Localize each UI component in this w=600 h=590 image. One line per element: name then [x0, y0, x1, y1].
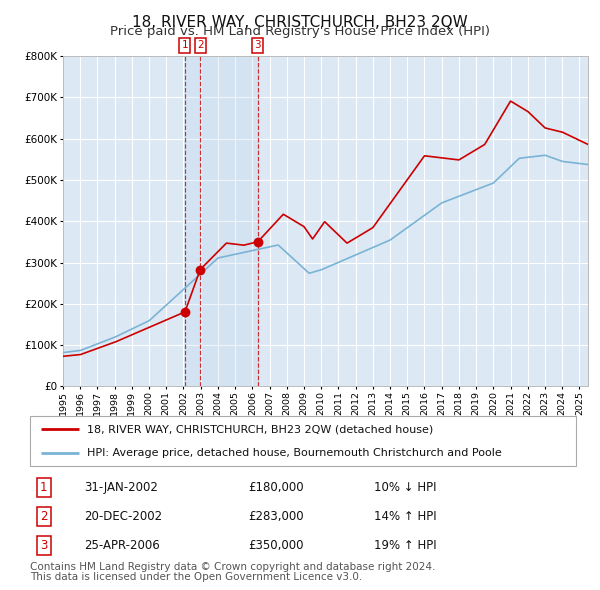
Text: 18, RIVER WAY, CHRISTCHURCH, BH23 2QW: 18, RIVER WAY, CHRISTCHURCH, BH23 2QW	[132, 15, 468, 30]
Text: 10% ↓ HPI: 10% ↓ HPI	[374, 481, 436, 494]
Text: 3: 3	[40, 539, 47, 552]
Text: Price paid vs. HM Land Registry's House Price Index (HPI): Price paid vs. HM Land Registry's House …	[110, 25, 490, 38]
Text: 19% ↑ HPI: 19% ↑ HPI	[374, 539, 437, 552]
Bar	[185, 56, 257, 386]
Text: 25-APR-2006: 25-APR-2006	[85, 539, 160, 552]
Point	[253, 237, 262, 247]
Text: £283,000: £283,000	[248, 510, 304, 523]
Text: 3: 3	[254, 41, 261, 51]
Text: Contains HM Land Registry data © Crown copyright and database right 2024.: Contains HM Land Registry data © Crown c…	[30, 562, 436, 572]
Text: 1: 1	[182, 41, 188, 51]
FancyBboxPatch shape	[30, 416, 576, 466]
Text: £180,000: £180,000	[248, 481, 304, 494]
Text: This data is licensed under the Open Government Licence v3.0.: This data is licensed under the Open Gov…	[30, 572, 362, 582]
Point	[180, 307, 190, 317]
Text: 14% ↑ HPI: 14% ↑ HPI	[374, 510, 437, 523]
Text: 31-JAN-2002: 31-JAN-2002	[85, 481, 158, 494]
Text: £350,000: £350,000	[248, 539, 304, 552]
Text: HPI: Average price, detached house, Bournemouth Christchurch and Poole: HPI: Average price, detached house, Bour…	[88, 448, 502, 458]
Text: 2: 2	[40, 510, 47, 523]
Text: 2: 2	[197, 41, 203, 51]
Text: 18, RIVER WAY, CHRISTCHURCH, BH23 2QW (detached house): 18, RIVER WAY, CHRISTCHURCH, BH23 2QW (d…	[88, 424, 434, 434]
Text: 1: 1	[40, 481, 47, 494]
Text: 20-DEC-2002: 20-DEC-2002	[85, 510, 163, 523]
Point	[196, 265, 205, 274]
